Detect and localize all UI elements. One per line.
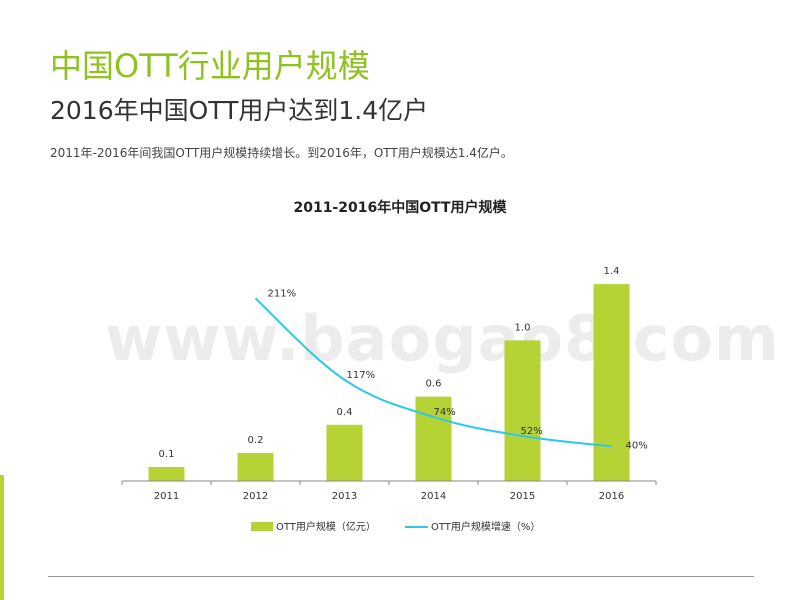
left-accent-bar [0, 475, 4, 600]
bottom-divider [48, 576, 754, 577]
x-tick-label-2011: 2011 [154, 491, 179, 502]
bar-value-label-2016: 1.4 [604, 266, 620, 277]
x-tick-label-2014: 2014 [421, 491, 446, 502]
chart-title: 2011-2016年中国OTT用户规模 [293, 200, 507, 216]
bar-value-label-2014: 0.6 [426, 379, 442, 390]
bar-value-label-2012: 0.2 [248, 435, 264, 446]
growth-point-label-2014: 74% [434, 407, 456, 418]
legend-line-label: OTT用户规模增速（%） [431, 520, 540, 533]
bar-2012 [237, 452, 274, 481]
page-title: 中国OTT行业用户规模 [50, 47, 370, 85]
bar-value-label-2013: 0.4 [337, 407, 353, 418]
x-tick-label-2013: 2013 [332, 491, 357, 502]
bar-2011 [148, 466, 185, 481]
page-description: 2011年-2016年间我国OTT用户规模持续增长。到2016年，OTT用户规模… [50, 146, 513, 160]
growth-point-label-2015: 52% [521, 426, 543, 437]
bar-2015 [504, 340, 541, 481]
bar-2014 [415, 396, 452, 481]
bar-2016 [593, 284, 630, 481]
legend-bar-label: OTT用户规模（亿元） [276, 520, 376, 533]
x-tick-label-2015: 2015 [510, 491, 535, 502]
x-tick-label-2016: 2016 [599, 491, 624, 502]
watermark: www.baogao8.com [105, 302, 780, 375]
x-tick-label-2012: 2012 [243, 491, 268, 502]
bar-value-label-2011: 0.1 [159, 449, 175, 460]
growth-rate-line [254, 297, 612, 448]
growth-point-label-2016: 40% [626, 440, 648, 451]
bar-2013 [326, 424, 363, 481]
growth-point-label-2013: 117% [347, 370, 376, 381]
bar-value-label-2015: 1.0 [515, 322, 531, 333]
legend-bar-swatch [251, 522, 273, 531]
page-subtitle: 2016年中国OTT用户达到1.4亿户 [50, 96, 429, 125]
growth-point-label-2012: 211% [268, 288, 297, 299]
